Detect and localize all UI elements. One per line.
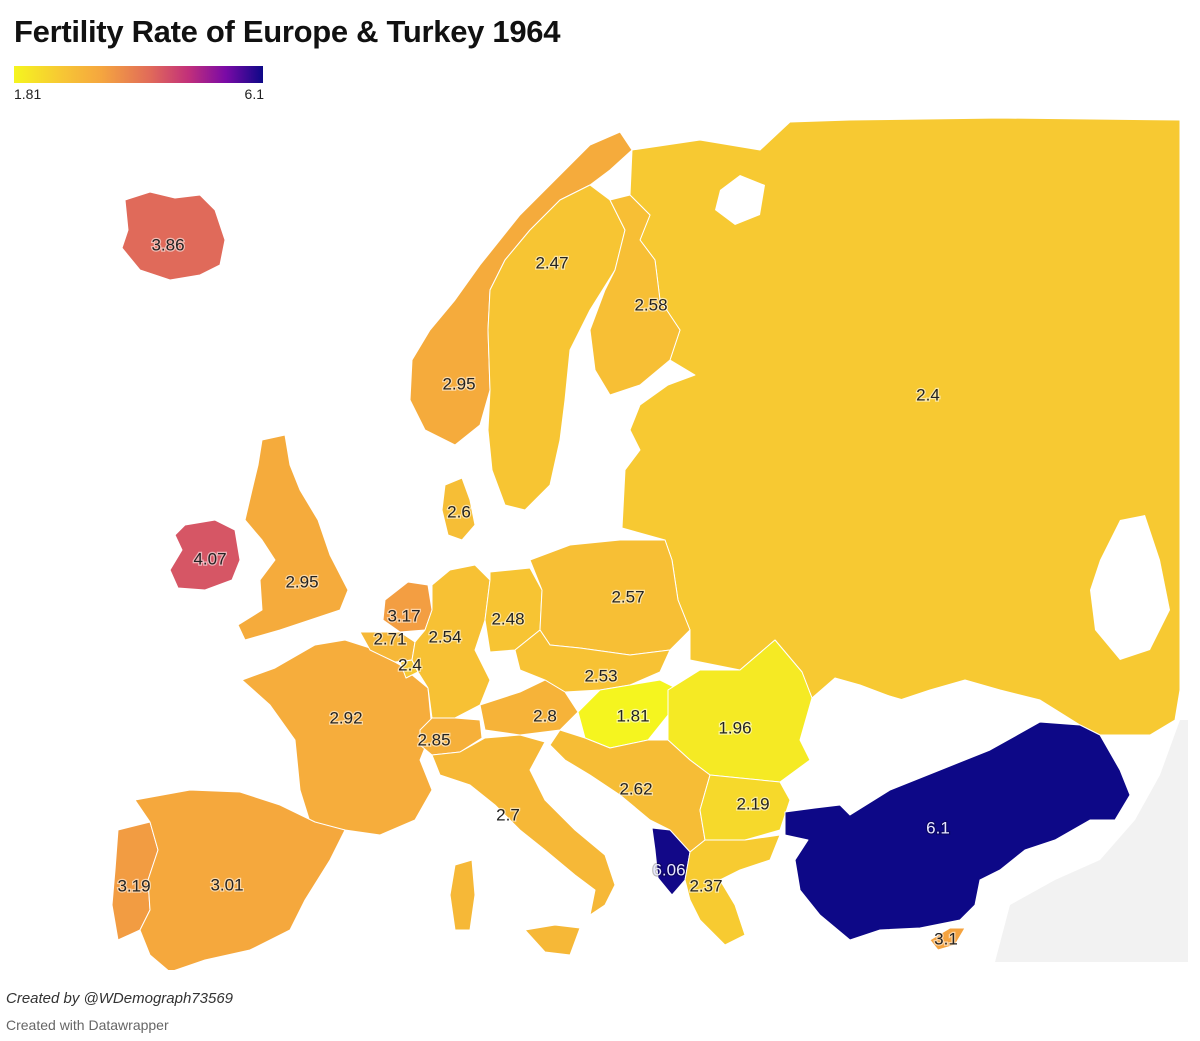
region-spain[interactable] [134, 789, 346, 970]
region-uk[interactable] [237, 434, 349, 641]
legend-max-label: 6.1 [244, 86, 264, 102]
label-albania: 6.06 [652, 860, 685, 879]
region-switzerland[interactable] [419, 717, 483, 756]
region-italy[interactable] [431, 734, 616, 916]
label-italy: 2.7 [496, 805, 520, 824]
region-bulgaria[interactable] [699, 774, 791, 843]
region-russia[interactable] [621, 117, 1181, 736]
label-sweden: 2.47 [535, 253, 568, 272]
region-albania[interactable] [651, 827, 691, 896]
color-legend: 1.81 6.1 [14, 66, 264, 104]
label-switzerland: 2.85 [417, 730, 450, 749]
label-russia: 2.4 [916, 385, 940, 404]
region-ireland[interactable] [169, 519, 241, 591]
white-sea [715, 175, 765, 225]
map-title: Fertility Rate of Europe & Turkey 1964 [14, 14, 561, 49]
label-uk: 2.95 [285, 572, 318, 591]
label-west-germany: 2.54 [428, 627, 461, 646]
no-data-region [995, 720, 1188, 962]
choropleth-map: 2.4 3.86 4.07 2.95 2.95 2.47 2.58 2.6 3.… [111, 117, 1188, 970]
legend-labels: 1.81 6.1 [14, 86, 264, 104]
region-iceland[interactable] [121, 191, 226, 281]
label-yugoslavia: 2.62 [619, 779, 652, 798]
region-italy-sardinia[interactable] [449, 859, 476, 931]
label-turkey: 6.1 [926, 818, 950, 837]
label-bulgaria: 2.19 [736, 794, 769, 813]
label-france: 2.92 [329, 708, 362, 727]
label-cyprus: 3.1 [934, 929, 958, 948]
legend-min-label: 1.81 [14, 86, 42, 102]
author-credit: Created by @WDemograph73569 [6, 990, 234, 1007]
label-poland: 2.57 [611, 587, 644, 606]
label-portugal: 3.19 [117, 876, 150, 895]
label-norway: 2.95 [442, 374, 475, 393]
label-czechoslovakia: 2.53 [584, 666, 617, 685]
region-italy-sicily[interactable] [524, 924, 581, 956]
tool-credit: Created with Datawrapper [6, 1017, 169, 1033]
label-iceland: 3.86 [151, 235, 184, 254]
region-france[interactable] [241, 639, 433, 836]
label-greece: 2.37 [689, 876, 722, 895]
legend-gradient-bar [14, 66, 263, 83]
region-cyprus[interactable] [929, 927, 966, 951]
label-ireland: 4.07 [193, 549, 226, 568]
region-poland[interactable] [529, 539, 691, 656]
black-sea [800, 680, 1060, 770]
region-turkey[interactable] [784, 721, 1131, 941]
label-luxembourg: 2.4 [398, 655, 422, 674]
region-greece[interactable] [684, 834, 781, 946]
label-denmark: 2.6 [447, 502, 471, 521]
label-hungary: 1.81 [616, 706, 649, 725]
label-romania: 1.96 [718, 718, 751, 737]
label-finland: 2.58 [634, 295, 667, 314]
label-east-germany: 2.48 [491, 609, 524, 628]
caspian-sea [1090, 515, 1170, 660]
region-finland[interactable] [589, 194, 681, 396]
label-austria: 2.8 [533, 706, 557, 725]
region-denmark[interactable] [441, 477, 476, 541]
label-netherlands: 3.17 [387, 606, 420, 625]
label-belgium: 2.71 [373, 629, 406, 648]
label-spain: 3.01 [210, 875, 243, 894]
